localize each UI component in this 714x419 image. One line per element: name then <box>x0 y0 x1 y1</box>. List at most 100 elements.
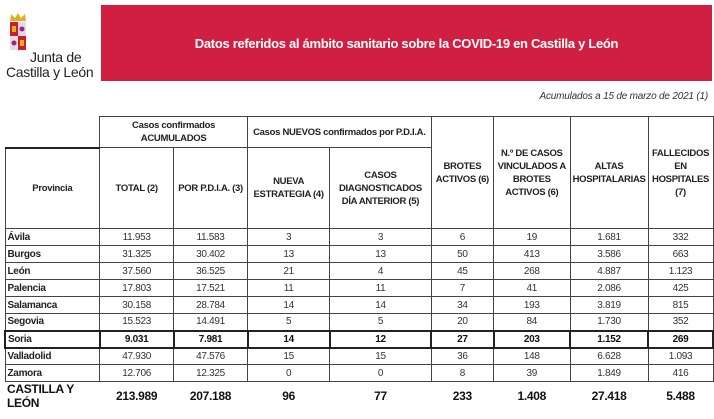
cell-value: 30.158 <box>99 296 175 314</box>
cell-value: 3.819 <box>569 296 649 314</box>
cell-value: 15.523 <box>99 313 175 331</box>
total-label: CASTILLA Y LEÓN <box>7 382 74 410</box>
cell-value: 6.628 <box>569 347 649 365</box>
junta-logo: Junta de Castilla y León <box>4 8 94 80</box>
header-spacer <box>5 116 100 149</box>
cell-value: 13 <box>329 245 432 263</box>
page-title: Datos referidos al ámbito sanitario sobr… <box>194 35 619 51</box>
cell-value: 5 <box>329 313 432 331</box>
cell-value: 4.887 <box>569 262 649 280</box>
province-name: Valladolid <box>4 347 101 365</box>
cell-value: 193 <box>493 296 571 314</box>
cell-value: 36.525 <box>173 262 248 280</box>
col-header-total: TOTAL (2) <box>99 147 175 229</box>
col-header-provincia: Provincia <box>4 147 101 229</box>
cell-value: 34 <box>430 296 495 314</box>
cell-value: 14 <box>246 296 331 314</box>
col-header-fallecidos: FALLECIDOS EN HOSPITALES (7) <box>647 116 714 229</box>
cell-value: 148 <box>493 347 571 365</box>
cell-value: 17.803 <box>99 279 175 297</box>
cell-value: 1.093 <box>647 347 714 365</box>
province-name: Burgos <box>4 245 101 263</box>
cell-value: 0 <box>246 364 331 382</box>
cell-value: 21 <box>246 262 331 280</box>
province-name: Soria <box>4 329 101 349</box>
cell-value: 11 <box>246 279 331 297</box>
cell-value: 14 <box>329 296 432 314</box>
cell-value: 14.491 <box>173 313 248 331</box>
cell-value: 1.730 <box>569 313 649 331</box>
table-row: León 37.560 36.525 21 4 45 268 4.887 1.123 <box>4 262 714 280</box>
cell-value: 31.325 <box>99 245 175 263</box>
cell-value: 1.681 <box>569 228 649 246</box>
cell-value: 12.325 <box>173 364 248 382</box>
cell-value: 1.123 <box>647 262 714 280</box>
province-name: Zamora <box>4 364 101 382</box>
cell-value: 7 <box>430 279 495 297</box>
cell-value: 17.521 <box>173 279 248 297</box>
cell-value: 84 <box>493 313 571 331</box>
cell-value: 0 <box>329 364 432 382</box>
cell-value: 20 <box>430 313 495 331</box>
table-row: Salamanca 30.158 28.784 14 14 34 193 3.819 815 <box>4 296 714 314</box>
province-name: Ávila <box>4 228 101 246</box>
table-row: Segovia 15.523 14.491 5 5 20 84 1.730 352 <box>4 313 714 331</box>
col-header-dia-anterior: CASOS DIAGNOSTICADOS DÍA ANTERIOR (5) <box>329 147 432 229</box>
cell-value: 8 <box>430 364 495 382</box>
cell-value: 332 <box>647 228 714 246</box>
cell-value: 3 <box>329 228 432 246</box>
cell-value: 3 <box>246 228 331 246</box>
table-row: Ávila 11.953 11.583 3 3 6 19 1.681 332 <box>4 228 714 246</box>
cell-value: 50 <box>430 245 495 263</box>
cell-value: 268 <box>493 262 571 280</box>
cell-value: 15 <box>329 347 432 365</box>
cell-value: 203 <box>492 329 572 349</box>
total-row: CASTILLA Y LEÓN 213.989 207.188 96 77 233 1.40… <box>5 382 713 410</box>
province-name: León <box>4 262 101 280</box>
date-note: Acumulados a 15 de marzo de 2021 (1) <box>539 91 709 102</box>
title-banner: Datos referidos al ámbito sanitario sobr… <box>101 5 712 81</box>
table-row: Zamora 12.706 12.325 0 0 8 39 1.849 416 <box>4 364 714 382</box>
cell-value: 4 <box>329 262 432 280</box>
cell-value: 11.953 <box>99 228 175 246</box>
cell-value: 13 <box>246 245 331 263</box>
total-value: 5.488 <box>666 389 695 403</box>
total-value: 96 <box>282 389 295 403</box>
cell-value: 5 <box>246 313 331 331</box>
crown-icon <box>10 13 26 21</box>
total-value: 77 <box>374 389 387 403</box>
cell-value: 2.086 <box>569 279 649 297</box>
cell-value: 12 <box>328 329 433 349</box>
cell-value: 416 <box>647 364 714 382</box>
table-row: Soria 9.031 7.981 14 12 27 203 1.152 269 <box>4 329 714 349</box>
cell-value: 9.031 <box>98 329 175 349</box>
col-header-brotes: BROTES ACTIVOS (6) <box>430 116 495 229</box>
logo-line2: Castilla y León <box>6 64 94 80</box>
covid-data-table: Casos confirmados ACUMULADOS Casos NUEVO… <box>4 116 714 410</box>
table-row: Palencia 17.803 17.521 11 11 7 41 2.086 425 <box>4 279 714 297</box>
cell-value: 12.706 <box>99 364 175 382</box>
cell-value: 36 <box>430 347 495 365</box>
province-name: Salamanca <box>4 296 101 314</box>
logo-line1: Junta de <box>30 49 82 65</box>
cell-value: 6 <box>430 228 495 246</box>
province-name: Palencia <box>4 279 101 297</box>
cell-value: 413 <box>493 245 571 263</box>
cell-value: 28.784 <box>173 296 248 314</box>
cell-value: 11 <box>329 279 432 297</box>
cell-value: 30.402 <box>173 245 248 263</box>
cell-value: 19 <box>493 228 571 246</box>
cell-value: 39 <box>493 364 571 382</box>
cell-value: 45 <box>430 262 495 280</box>
col-header-altas: ALTAS HOSPITALARIAS <box>569 116 649 229</box>
cell-value: 663 <box>647 245 714 263</box>
cell-value: 1.849 <box>569 364 649 382</box>
cell-value: 37.560 <box>99 262 175 280</box>
province-name: Segovia <box>4 313 101 331</box>
total-value: 207.188 <box>189 389 232 403</box>
table-row: Valladolid 47.930 47.576 15 15 36 148 6.628 1.09… <box>4 347 714 365</box>
cell-value: 27 <box>430 329 495 349</box>
total-value: 233 <box>452 389 472 403</box>
cell-value: 425 <box>647 279 714 297</box>
cell-value: 269 <box>647 329 714 349</box>
